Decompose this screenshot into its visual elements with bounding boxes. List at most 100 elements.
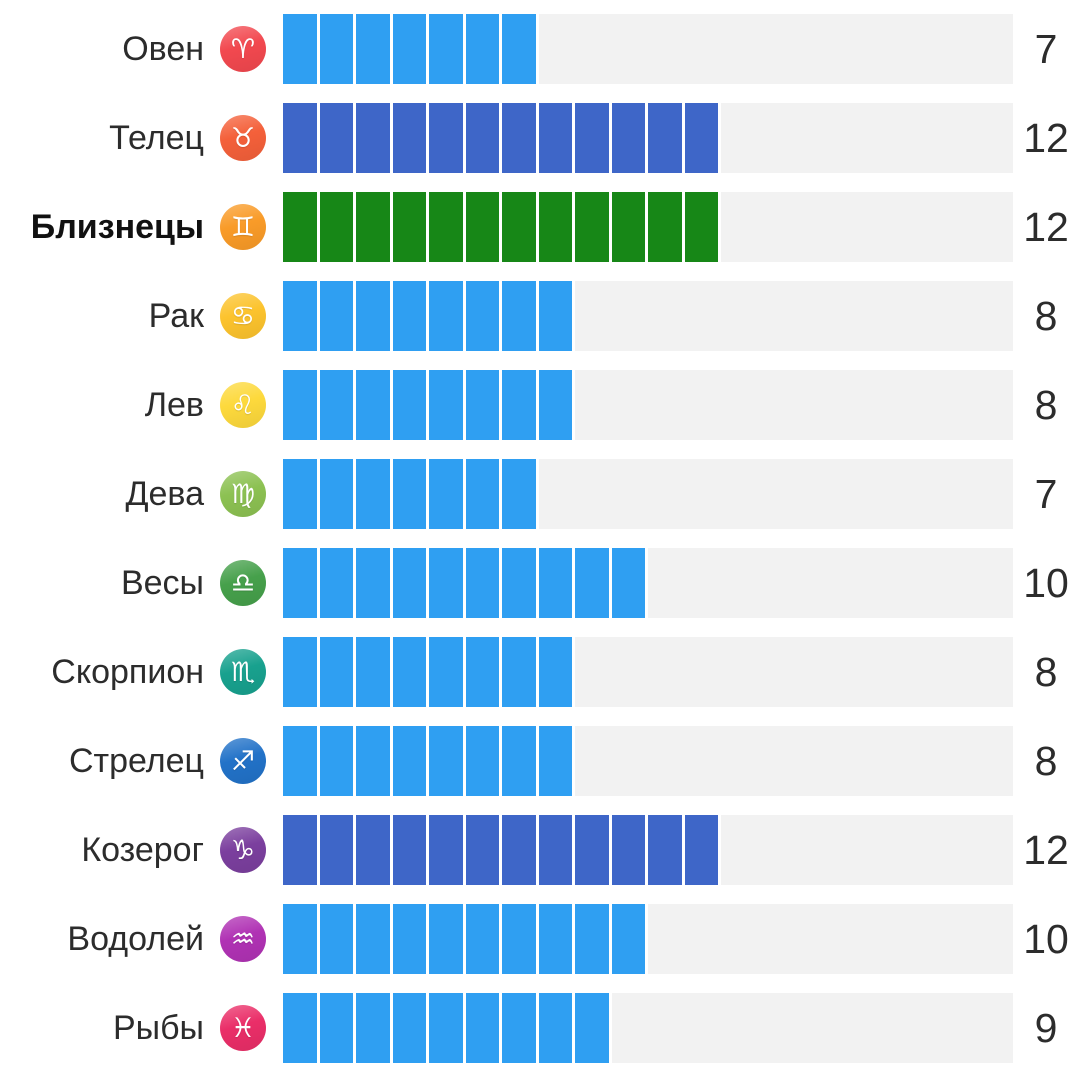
rating-bar-track [283,459,1013,529]
bar-segment [429,904,466,974]
rating-bar-track [283,815,1013,885]
bar-segment [502,103,539,173]
scorpio-icon: ♏ [220,649,266,695]
bar-segment [283,815,320,885]
zodiac-label: Рак [148,296,204,335]
libra-icon: ♎ [220,560,266,606]
cancer-icon: ♋ [220,293,266,339]
zodiac-row-pisces[interactable]: Рыбы ♓ 9 [0,993,1079,1063]
bar-segment [429,192,466,262]
bar-segment [648,192,685,262]
bar-segment [502,904,539,974]
bar-segment [283,370,320,440]
zodiac-row-sagittarius[interactable]: Стрелец ♐ 8 [0,726,1079,796]
bar-segment [283,103,320,173]
bar-segment [392,14,429,84]
bar-segment [356,548,393,618]
bar-segment [429,726,466,796]
rating-bar-track [283,548,1013,618]
zodiac-row-gemini[interactable]: Близнецы ♊ 12 [0,192,1079,262]
capricorn-icon: ♑ [220,827,266,873]
zodiac-row-taurus[interactable]: Телец ♉ 12 [0,103,1079,173]
bar-segment [319,993,356,1063]
bar-segment [392,459,429,529]
bar-segment [538,637,575,707]
bar-segment [538,815,575,885]
rating-value: 10 [1023,915,1069,962]
bar-segment [465,14,502,84]
bar-segment [538,548,575,618]
bar-segment [538,281,575,351]
zodiac-row-libra[interactable]: Весы ♎ 10 [0,548,1079,618]
bar-segment [465,459,502,529]
bar-segment [575,103,612,173]
zodiac-row-leo[interactable]: Лев ♌ 8 [0,370,1079,440]
zodiac-row-scorpio[interactable]: Скорпион ♏ 8 [0,637,1079,707]
zodiac-row-cancer[interactable]: Рак ♋ 8 [0,281,1079,351]
bar-segment [611,103,648,173]
bar-segment [538,370,575,440]
bar-segment [684,815,721,885]
bar-segment [319,192,356,262]
bar-segment [392,815,429,885]
zodiac-label: Рыбы [112,1008,204,1047]
bar-segment [356,281,393,351]
rating-value: 8 [1034,292,1058,339]
rating-bar-track [283,637,1013,707]
zodiac-row-virgo[interactable]: Дева ♍ 7 [0,459,1079,529]
bar-segment [502,192,539,262]
rating-value: 12 [1023,114,1069,161]
bar-segment [502,370,539,440]
zodiac-label: Дева [125,474,204,513]
bar-segment [319,637,356,707]
bar-segment [575,904,612,974]
bar-segment [465,815,502,885]
bar-segment [356,103,393,173]
bar-segment [648,103,685,173]
rating-value: 10 [1023,559,1069,606]
bar-segment [611,192,648,262]
rating-value: 7 [1034,25,1058,72]
bar-segment [392,993,429,1063]
zodiac-label: Овен [122,29,204,68]
bar-segment [356,370,393,440]
bar-segment [465,993,502,1063]
bar-segment [575,548,612,618]
bar-segment [575,192,612,262]
bar-segment [538,726,575,796]
bar-segment [392,281,429,351]
taurus-icon: ♉ [220,115,266,161]
bar-segment [502,459,539,529]
bar-segment [502,14,539,84]
bar-segment [684,103,721,173]
sagittarius-icon: ♐ [220,738,266,784]
bar-segment [283,281,320,351]
bar-segment [429,459,466,529]
bar-segment [319,815,356,885]
bar-segment [429,637,466,707]
rating-bar-track [283,14,1013,84]
bar-segment [392,637,429,707]
zodiac-label: Близнецы [30,207,204,246]
bar-segment [465,192,502,262]
leo-icon: ♌ [220,382,266,428]
bar-segment [319,904,356,974]
bar-segment [356,14,393,84]
rating-value: 12 [1023,826,1069,873]
rating-value: 9 [1034,1004,1058,1051]
bar-segment [283,548,320,618]
bar-segment [502,637,539,707]
bar-segment [429,103,466,173]
bar-segment [356,815,393,885]
bar-segment [283,459,320,529]
zodiac-row-capricorn[interactable]: Козерог ♑ 12 [0,815,1079,885]
aquarius-icon: ♒ [220,916,266,962]
zodiac-row-aries[interactable]: Овен ♈ 7 [0,14,1079,84]
bar-segment [502,815,539,885]
zodiac-label: Весы [120,563,204,602]
bar-segment [283,993,320,1063]
bar-segment [392,103,429,173]
zodiac-row-aquarius[interactable]: Водолей ♒ 10 [0,904,1079,974]
rating-bar-track [283,370,1013,440]
